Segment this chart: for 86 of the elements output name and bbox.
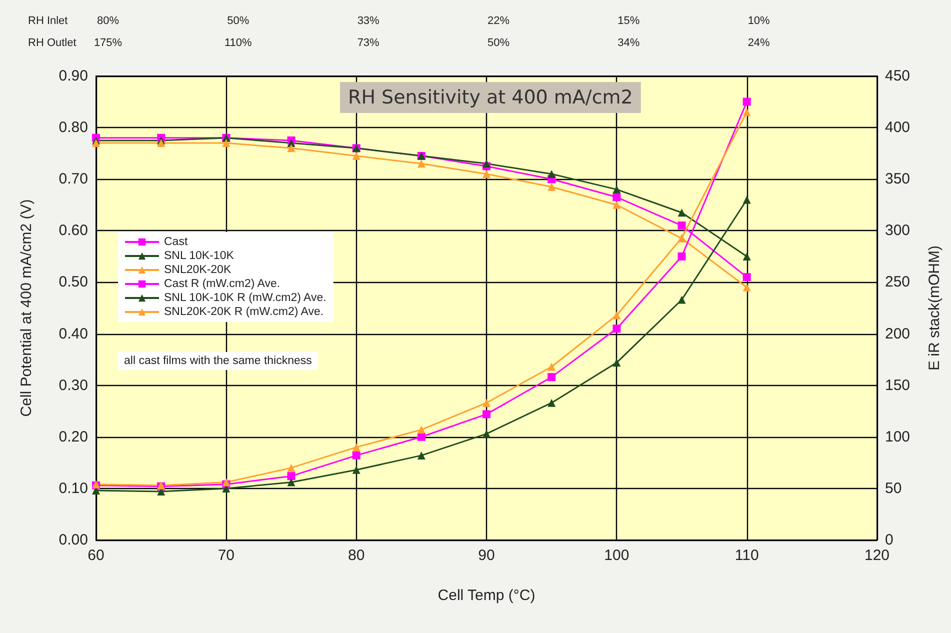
- point: [417, 426, 426, 434]
- point: [222, 139, 230, 148]
- x-tick-label: 60: [88, 547, 104, 564]
- point: [482, 160, 490, 168]
- legend-label: SNL20K-20K: [164, 264, 232, 276]
- x-tick-label: 80: [348, 547, 365, 564]
- point: [742, 108, 751, 116]
- y-tick-label: 0.20: [58, 428, 88, 446]
- x-tick-label: 110: [734, 547, 759, 564]
- y-tick-label: 0.40: [58, 325, 88, 342]
- point: [612, 193, 621, 202]
- x-tick-label: 90: [478, 547, 495, 564]
- point: [287, 464, 296, 472]
- legend-label: SNL20K-20K R (mW.cm2) Ave.: [164, 306, 324, 318]
- point: [482, 398, 490, 407]
- point: [287, 478, 296, 486]
- y2-tick-label: 150: [885, 376, 910, 394]
- y2-tick-label: 250: [885, 274, 910, 291]
- y-tick-label: 0.00: [58, 532, 88, 548]
- y2-tick-label: 200: [885, 325, 910, 342]
- point: [612, 185, 621, 194]
- point: [548, 182, 556, 191]
- y-tick-label: 0.90: [58, 68, 88, 84]
- point: [612, 200, 621, 209]
- point: [678, 252, 686, 260]
- y2-tick-label: 0: [885, 532, 894, 548]
- point: [742, 98, 751, 106]
- point: [352, 152, 360, 160]
- legend-label: Cast R (mW.cm2) Ave.: [164, 278, 280, 290]
- y2-axis-title: E iR stack(mOHM): [926, 246, 943, 370]
- text: 15% 34%: [618, 15, 640, 49]
- y2-tick-label: 300: [885, 222, 910, 240]
- text: 10% 24%: [748, 15, 770, 49]
- point: [417, 432, 426, 441]
- point: [742, 273, 751, 282]
- y-axis-title: Cell Potential at 400 mA/cm2 (V): [18, 199, 35, 417]
- point: [352, 443, 360, 452]
- annotation: all cast films with the same thickness: [124, 355, 312, 367]
- point: [287, 472, 296, 480]
- legend-label: Cast: [164, 236, 188, 248]
- y2-tick-label: 100: [885, 428, 910, 446]
- x-tick-label: 70: [218, 547, 235, 564]
- text: RH Inlet RH Outlet: [28, 15, 76, 49]
- y2-tick-label: 400: [885, 119, 910, 136]
- y-tick-label: 0.30: [58, 376, 88, 394]
- point: [417, 451, 426, 460]
- point: [742, 196, 751, 204]
- point: [548, 373, 556, 382]
- point: [742, 283, 751, 292]
- text: 80% 175%: [94, 15, 122, 49]
- point: [612, 324, 621, 333]
- x-axis-title: Cell Temp (°C): [438, 587, 536, 604]
- point: [678, 296, 686, 304]
- y-tick-label: 0.10: [58, 480, 88, 497]
- y2-tick-label: 450: [885, 68, 910, 84]
- point: [157, 139, 166, 148]
- point: [352, 451, 360, 460]
- text: 22% 50%: [487, 15, 510, 49]
- point: [287, 144, 296, 152]
- point: [482, 170, 490, 178]
- x-tick-label: 100: [604, 547, 630, 564]
- legend-label: SNL 10K-10K: [164, 250, 234, 262]
- text: 33% 73%: [357, 15, 380, 49]
- y-tick-label: 0.80: [58, 119, 88, 136]
- y2-tick-label: 50: [885, 480, 902, 497]
- point: [612, 358, 621, 367]
- point: [548, 170, 556, 178]
- point: [417, 160, 426, 168]
- point: [678, 208, 686, 217]
- point: [548, 398, 556, 407]
- y-tick-label: 0.70: [58, 170, 88, 188]
- point: [742, 252, 751, 260]
- text: RH Sensitivity at 400 mA/cm2: [348, 86, 633, 108]
- point: [482, 430, 490, 438]
- legend-label: SNL 10K-10K R (mW.cm2) Ave.: [164, 292, 326, 304]
- point: [482, 410, 490, 418]
- point: [92, 139, 100, 148]
- point: [352, 466, 360, 474]
- y-tick-label: 0.60: [58, 222, 88, 240]
- y-tick-label: 0.50: [58, 274, 88, 291]
- point: [612, 311, 621, 320]
- point: [678, 222, 686, 230]
- text: 50% 110%: [224, 15, 252, 49]
- x-tick-label: 120: [864, 547, 890, 564]
- point: [548, 362, 556, 371]
- y2-tick-label: 350: [885, 170, 910, 188]
